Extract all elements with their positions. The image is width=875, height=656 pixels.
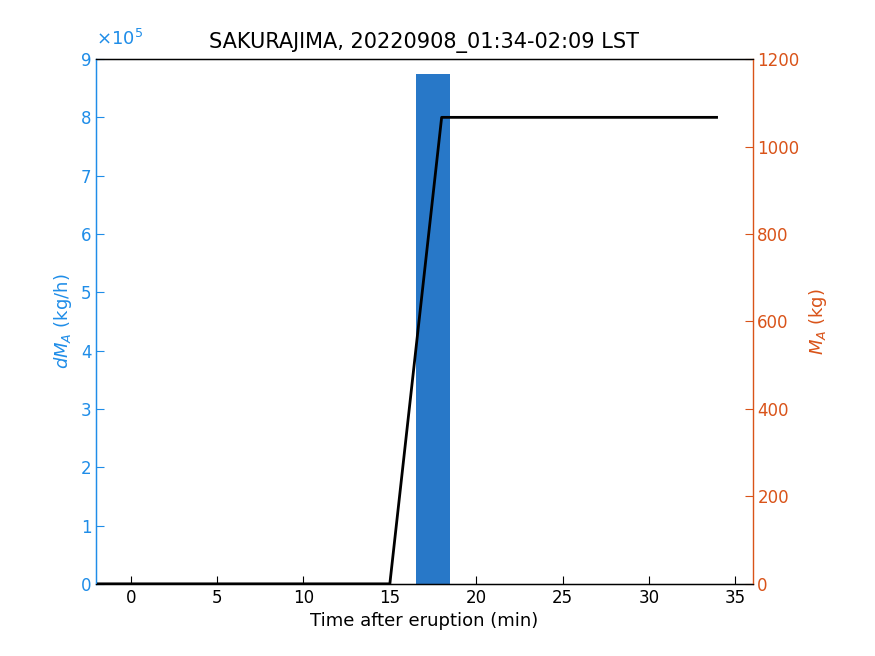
Y-axis label: $M_A\ \mathrm{(kg)}$: $M_A\ \mathrm{(kg)}$ bbox=[807, 288, 829, 355]
X-axis label: Time after eruption (min): Time after eruption (min) bbox=[311, 612, 538, 630]
Text: $\times10^5$: $\times10^5$ bbox=[96, 28, 144, 49]
Title: SAKURAJIMA, 20220908_01:34-02:09 LST: SAKURAJIMA, 20220908_01:34-02:09 LST bbox=[209, 32, 640, 53]
Y-axis label: $dM_A\ \mathrm{(kg/h)}$: $dM_A\ \mathrm{(kg/h)}$ bbox=[52, 274, 74, 369]
Bar bbox=[416, 73, 451, 584]
